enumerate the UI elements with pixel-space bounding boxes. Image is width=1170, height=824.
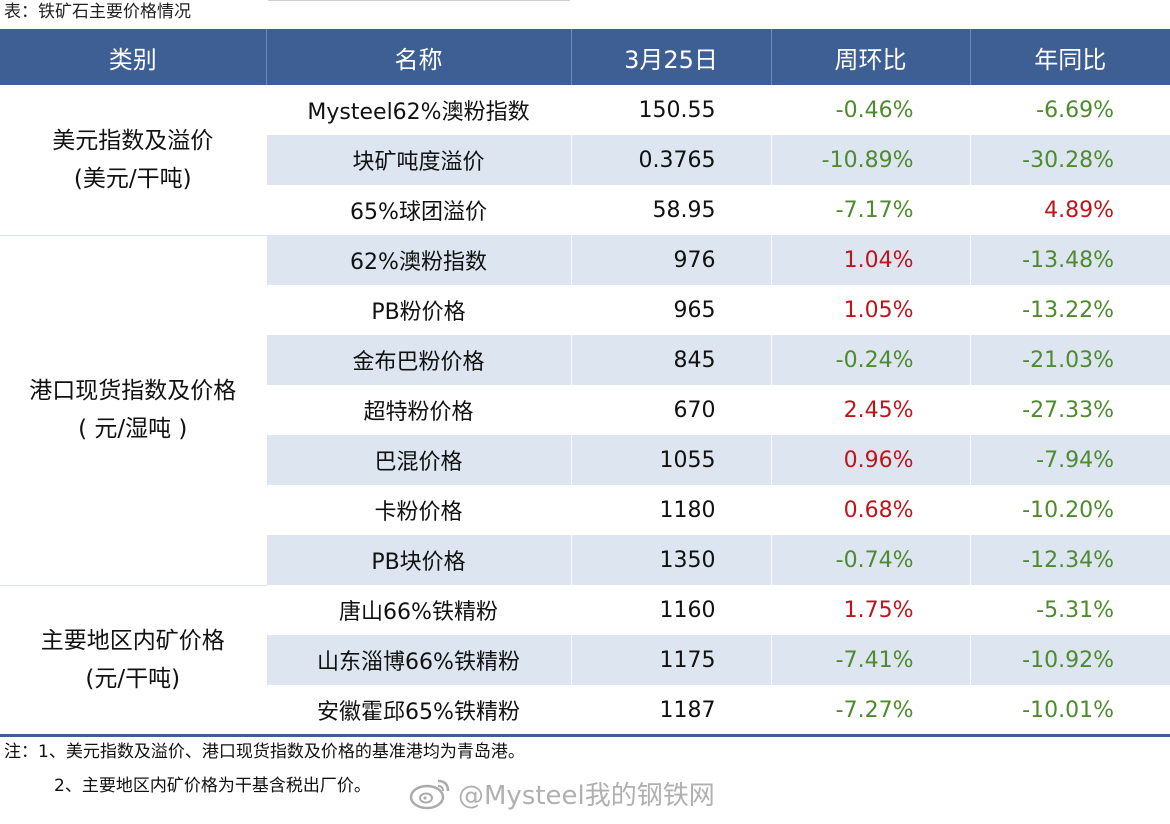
year-change-cell: -13.48% <box>969 235 1170 285</box>
table-row: 金布巴粉价格 845 -0.24% -21.03% <box>0 335 1170 385</box>
week-change-cell: 1.75% <box>770 585 970 635</box>
name-cell: 块矿吨度溢价 <box>265 135 571 185</box>
price-cell: 670 <box>570 385 771 435</box>
table-row: 巴混价格 1055 0.96% -7.94% <box>0 435 1170 485</box>
price-cell: 1160 <box>570 585 771 635</box>
category-cell: 主要地区内矿价格 (元/干吨) <box>0 585 266 736</box>
header-date: 3月25日 <box>570 29 771 85</box>
watermark-text: @Mysteel我的钢铁网 <box>458 780 715 811</box>
week-change-cell: 1.05% <box>770 285 970 335</box>
name-cell: 巴混价格 <box>265 435 571 485</box>
year-change-cell: 4.89% <box>969 185 1170 235</box>
name-cell: Mysteel62%澳粉指数 <box>265 85 571 135</box>
week-change-cell: 0.68% <box>770 485 970 535</box>
category-label-line: (美元/干吨) <box>73 165 192 192</box>
iron-ore-price-table: 类别 名称 3月25日 周环比 年同比 美元指数及溢价 (美元/干吨) Mystee… <box>0 29 1170 736</box>
name-cell: 山东淄博66%铁精粉 <box>265 635 571 685</box>
price-cell: 150.55 <box>570 85 771 135</box>
price-cell: 845 <box>570 335 771 385</box>
header-category: 类别 <box>0 29 266 85</box>
price-cell: 965 <box>570 285 771 335</box>
category-label-line: 美元指数及溢价 <box>52 127 214 154</box>
name-cell: 超特粉价格 <box>265 385 571 435</box>
watermark: @Mysteel我的钢铁网 <box>408 773 715 813</box>
price-cell: 0.3765 <box>570 135 771 185</box>
price-cell: 976 <box>570 235 771 285</box>
week-change-cell: -7.41% <box>770 635 970 685</box>
year-change-cell: -7.94% <box>969 435 1170 485</box>
note-1: 注：1、美元指数及溢价、港口现货指数及价格的基准港均为青岛港。 <box>4 742 525 762</box>
name-cell: 金布巴粉价格 <box>265 335 571 385</box>
table-body: 美元指数及溢价 (美元/干吨) Mysteel62%澳粉指数 150.55 -0.46%… <box>0 85 1170 736</box>
week-change-cell: -7.17% <box>770 185 970 235</box>
year-change-cell: -10.20% <box>969 485 1170 535</box>
name-cell: PB粉价格 <box>265 285 571 335</box>
note-2: 2、主要地区内矿价格为干基含税出厂价。 <box>54 776 371 796</box>
price-cell: 1350 <box>570 535 771 585</box>
header-yoy: 年同比 <box>969 29 1170 85</box>
category-cell: 美元指数及溢价 (美元/干吨) <box>0 85 266 236</box>
table-row: 超特粉价格 670 2.45% -27.33% <box>0 385 1170 435</box>
price-cell: 58.95 <box>570 185 771 235</box>
year-change-cell: -13.22% <box>969 285 1170 335</box>
category-cell: 港口现货指数及价格 ( 元/湿吨 ) <box>0 235 266 586</box>
table-row: PB粉价格 965 1.05% -13.22% <box>0 285 1170 335</box>
week-change-cell: -0.24% <box>770 335 970 385</box>
table-row: 港口现货指数及价格 ( 元/湿吨 ) 62%澳粉指数 976 1.04% -13.48% <box>0 235 1170 586</box>
year-change-cell: -6.69% <box>969 85 1170 135</box>
year-change-cell: -5.31% <box>969 585 1170 635</box>
year-change-cell: -30.28% <box>969 135 1170 185</box>
name-cell: 62%澳粉指数 <box>265 235 571 285</box>
year-change-cell: -27.33% <box>969 385 1170 435</box>
caption-divider <box>268 0 570 1</box>
category-label-line: ( 元/湿吨 ) <box>78 416 188 442</box>
week-change-cell: -7.27% <box>770 685 970 735</box>
table-row: 安徽霍邱65%铁精粉 1187 -7.27% -10.01% <box>0 685 1170 735</box>
category-label-line: 主要地区内矿价格 <box>40 628 225 654</box>
header-wow: 周环比 <box>770 29 970 85</box>
year-change-cell: -12.34% <box>969 535 1170 585</box>
price-cell: 1175 <box>570 635 771 685</box>
name-cell: 65%球团溢价 <box>265 185 571 235</box>
table-bottom-rule <box>0 734 1170 737</box>
year-change-cell: -21.03% <box>969 335 1170 385</box>
week-change-cell: -0.74% <box>770 535 970 585</box>
table-row: 主要地区内矿价格 (元/干吨) 唐山66%铁精粉 1160 1.75% -5.31% <box>0 585 1170 736</box>
week-change-cell: 0.96% <box>770 435 970 485</box>
name-cell: 卡粉价格 <box>265 485 571 535</box>
week-change-cell: 1.04% <box>770 235 970 285</box>
price-cell: 1180 <box>570 485 771 535</box>
category-label-line: (元/干吨) <box>85 666 181 692</box>
name-cell: 唐山66%铁精粉 <box>265 585 571 635</box>
table-row: PB块价格 1350 -0.74% -12.34% <box>0 535 1170 585</box>
week-change-cell: -10.89% <box>770 135 970 185</box>
table-row: 山东淄博66%铁精粉 1175 -7.41% -10.92% <box>0 635 1170 685</box>
category-label-line: 港口现货指数及价格 <box>29 378 237 404</box>
weibo-logo-icon <box>409 779 450 810</box>
price-cell: 1055 <box>570 435 771 485</box>
header-name: 名称 <box>265 29 571 85</box>
week-change-cell: 2.45% <box>770 385 970 435</box>
header-row: 类别 名称 3月25日 周环比 年同比 <box>0 29 1170 85</box>
year-change-cell: -10.01% <box>969 685 1170 735</box>
table-row: 美元指数及溢价 (美元/干吨) Mysteel62%澳粉指数 150.55 -0.46%… <box>0 85 1170 236</box>
name-cell: PB块价格 <box>265 535 571 585</box>
price-cell: 1187 <box>570 685 771 735</box>
table-row: 块矿吨度溢价 0.3765 -10.89% -30.28% <box>0 135 1170 185</box>
year-change-cell: -10.92% <box>969 635 1170 685</box>
name-cell: 安徽霍邱65%铁精粉 <box>265 685 571 735</box>
table-row: 65%球团溢价 58.95 -7.17% 4.89% <box>0 185 1170 235</box>
week-change-cell: -0.46% <box>770 85 970 135</box>
table-row: 卡粉价格 1180 0.68% -10.20% <box>0 485 1170 535</box>
table-caption: 表：铁矿石主要价格情况 <box>4 2 191 22</box>
